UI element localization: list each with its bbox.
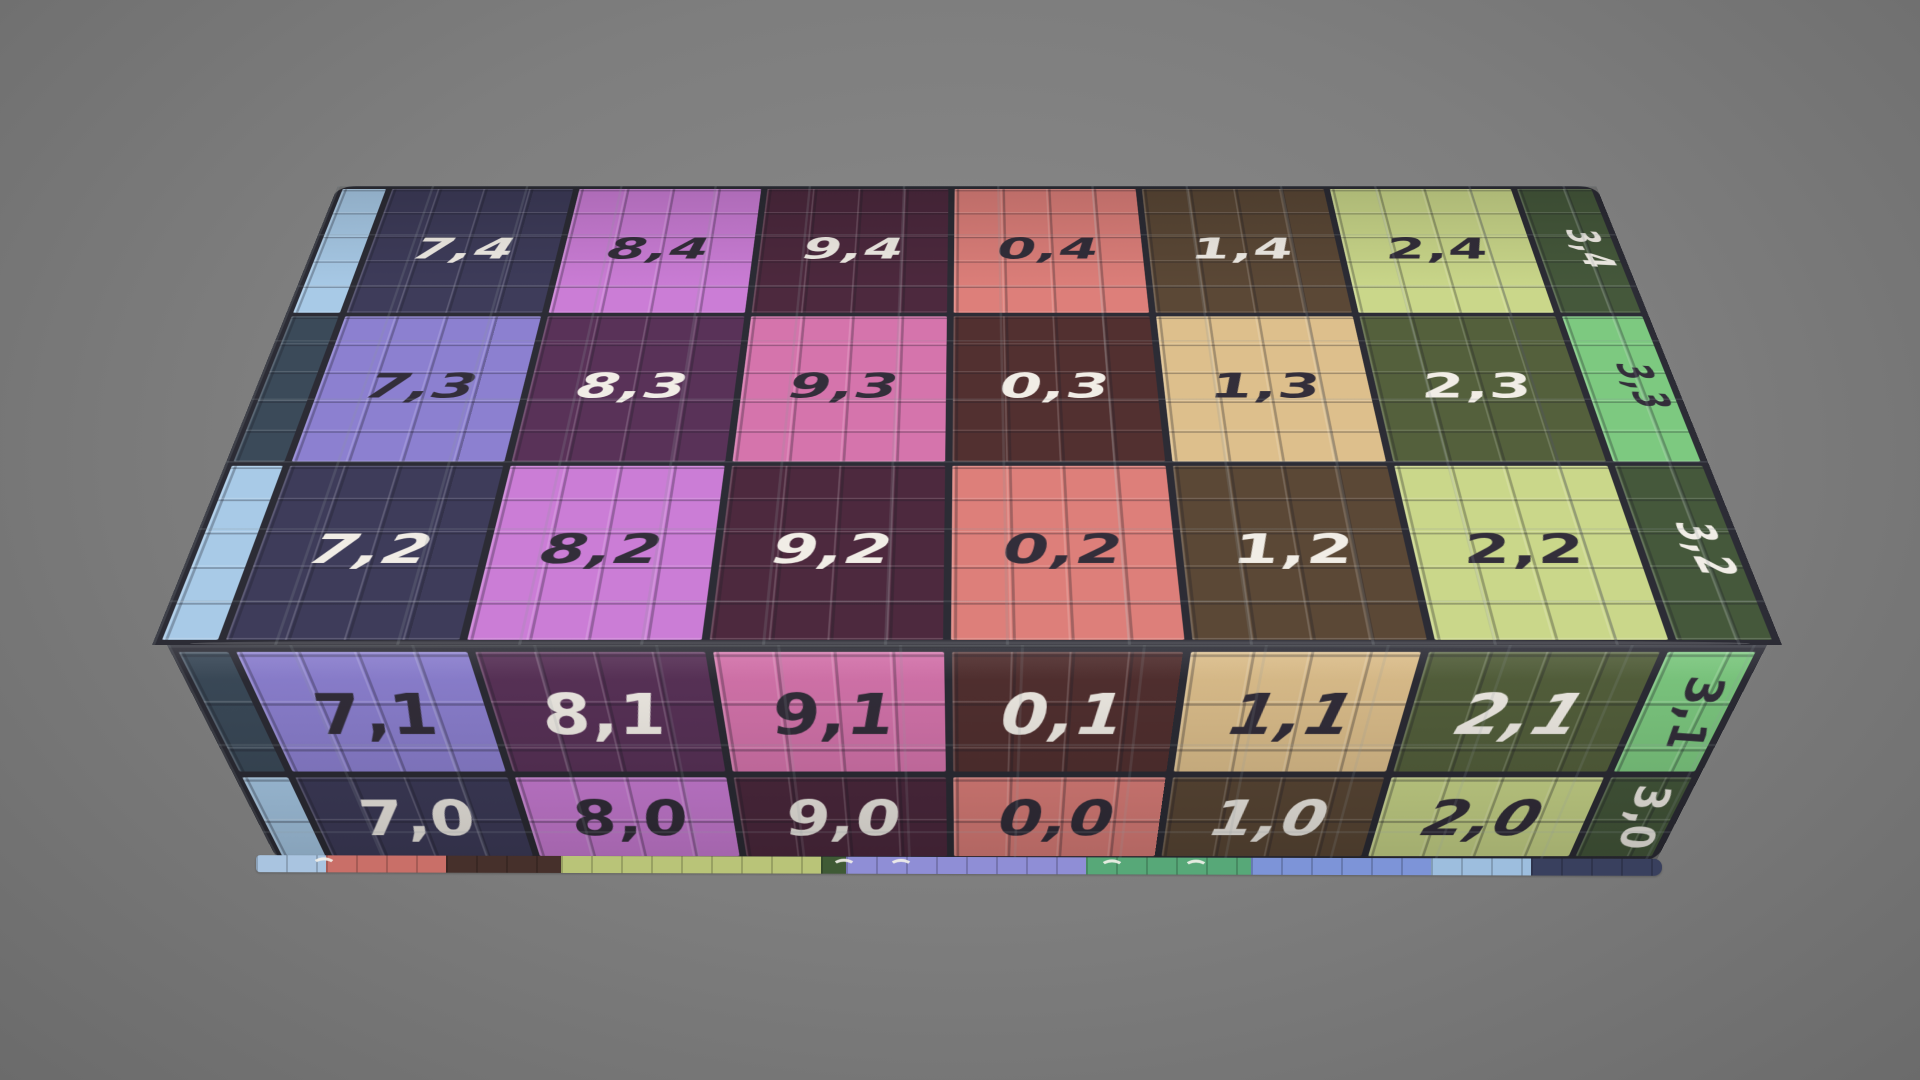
grid-cell-2-4: 2,4 [1329,189,1554,313]
grid-cell-0-4: 0,4 [953,189,1150,313]
cell-label: 1,0 [1206,788,1336,847]
cell-label: 1,3 [1208,366,1326,407]
cell-label: 9,2 [769,525,894,574]
cell-label: 2,3 [1416,366,1540,407]
bottom-edge-segment [820,856,847,874]
cell-label: 7,1 [299,680,451,747]
box-top-face: 7,4 8,4 9,4 0,4 1,4 2,4 3,4 7,3 8,3 9,3 0,3 1,3 2,3 3… [152,185,1782,645]
cell-label: 3,1 [1651,673,1739,754]
bottom-edge-segment [560,855,822,874]
grid-cell-2-0: 2,0 [1368,777,1604,857]
grid-cell-9-3: 9,3 [732,316,947,462]
cell-label: 3,4 [1555,227,1626,270]
bottom-edge-segment [845,856,1087,875]
grid-cell-9-0: 9,0 [733,777,948,857]
cell-label: 7,2 [302,525,439,574]
bottom-edge-segment [255,855,327,873]
cell-label: 3,3 [1604,361,1682,411]
cell-label: 7,0 [346,788,486,847]
cell-label: 7,4 [407,231,521,266]
cell-label: 9,1 [767,680,899,747]
grid-cell-8-4: 8,4 [548,189,761,313]
bottom-edge-segment [1085,857,1252,875]
cell-label: 7,3 [359,366,483,407]
grid-cell-1-1: 1,1 [1173,651,1422,772]
grid-cell-8-1: 8,1 [474,651,726,772]
cell-label: 8,0 [564,788,695,847]
bottom-edge-segment [445,855,562,873]
cell-label: 0,2 [1002,525,1126,574]
cell-label: 9,3 [786,366,901,407]
cell-label: 1,4 [1189,231,1298,266]
grid-cell-8-0: 8,0 [514,777,740,857]
box-bottom-edge [255,855,1663,876]
grid-cell-9-4: 9,4 [751,189,949,313]
cell-label: 1,2 [1230,525,1360,574]
cell-label: 8,4 [604,231,713,266]
grid-cell-0-3: 0,3 [952,316,1166,462]
grid-cell-8-3: 8,3 [511,316,745,462]
grid-cell-1-2: 1,2 [1173,465,1427,640]
box-front-face: 7,1 8,1 9,1 0,1 1,1 2,1 3,1 7,0 8,0 9,0 0,0 1,0 2,0 3… [167,645,1767,862]
grid-cell-1-3: 1,3 [1156,316,1386,462]
grid-cell-0-1: 0,1 [952,651,1183,772]
cell-label: 0,3 [999,366,1113,407]
cell-label: 9,4 [800,231,906,266]
cell-label: 0,0 [997,788,1118,847]
cell-label: 1,1 [1224,680,1364,747]
grid-cell-0-2: 0,2 [951,465,1185,640]
cell-label: 8,1 [533,680,675,747]
bottom-edge-segment [1250,857,1432,876]
cell-label: 2,4 [1382,231,1495,266]
grid-cell-1-0: 1,0 [1161,777,1385,857]
grid-cell-9-1: 9,1 [713,651,946,772]
grid-cell-1-4: 1,4 [1142,189,1352,313]
cell-label: 0,1 [1000,680,1130,747]
cell-label: 2,1 [1448,680,1598,747]
cell-label: 2,2 [1458,525,1594,574]
bottom-edge-segment [1530,858,1663,876]
cell-label: 2,0 [1415,788,1553,847]
cell-label: 9,0 [781,788,903,847]
grid-cell-2-1: 2,1 [1393,651,1660,772]
grid-cell-8-2: 8,2 [467,465,725,640]
cell-label: 3,0 [1605,782,1683,852]
grid-cell-0-0: 0,0 [953,777,1166,857]
grid-cell-9-2: 9,2 [709,465,946,640]
cell-label: 0,4 [996,231,1101,266]
cell-label: 8,2 [535,525,667,574]
bottom-edge-segment [325,855,447,873]
grid-cell-7-0: 7,0 [295,777,533,857]
bottom-edge-segment [1430,858,1532,876]
cell-label: 8,3 [572,366,692,407]
grid-cell-7-4: 7,4 [346,189,574,313]
cell-label: 3,2 [1662,520,1750,579]
